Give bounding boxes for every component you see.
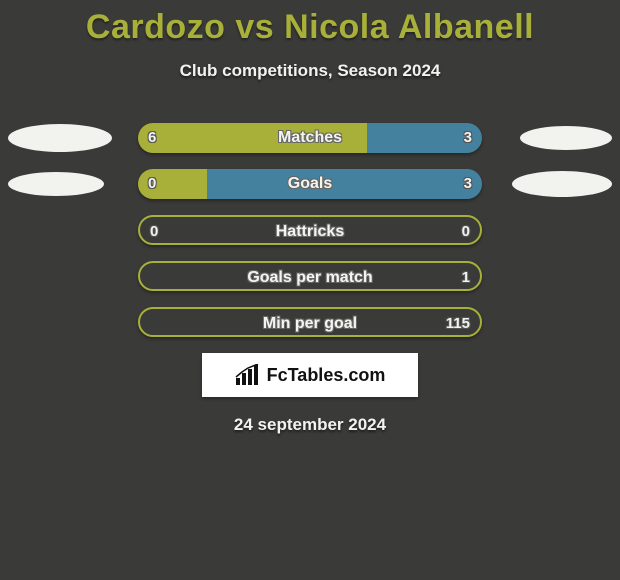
stat-bar-right xyxy=(207,169,482,199)
stat-value-right: 3 xyxy=(454,169,482,199)
stat-bar-track: 03Goals xyxy=(138,169,482,199)
stat-value-left xyxy=(140,263,160,291)
stat-label: Goals per match xyxy=(140,263,480,291)
magnitude-ellipse-right xyxy=(520,126,612,150)
chart-bars-icon xyxy=(235,364,261,386)
stat-row: 0 0Hattricks xyxy=(0,215,620,245)
page-title: Cardozo vs Nicola Albanell xyxy=(0,0,620,47)
stat-row: 115Min per goal xyxy=(0,307,620,337)
source-badge: FcTables.com xyxy=(202,353,418,397)
stat-value-left: 0 xyxy=(138,169,166,199)
comparison-chart: 63Matches03Goals00Hattricks1Goals per ma… xyxy=(0,123,620,337)
stat-value-right: 0 xyxy=(452,217,480,245)
stat-label: Min per goal xyxy=(140,309,480,337)
stat-row: 1Goals per match xyxy=(0,261,620,291)
footer-date: 24 september 2024 xyxy=(0,397,620,435)
stat-row: 03Goals xyxy=(0,169,620,199)
stat-bar-left xyxy=(138,123,367,153)
stat-value-left xyxy=(140,309,160,337)
stat-value-left: 6 xyxy=(138,123,166,153)
stat-label: Hattricks xyxy=(140,217,480,245)
page-subtitle: Club competitions, Season 2024 xyxy=(0,47,620,81)
stat-bar-track: 0 0Hattricks xyxy=(138,215,482,245)
source-badge-text: FcTables.com xyxy=(267,365,386,386)
stat-bar-track: 63Matches xyxy=(138,123,482,153)
stat-value-right: 115 xyxy=(436,309,480,337)
magnitude-ellipse-left xyxy=(8,172,104,196)
stat-value-left: 0 xyxy=(140,217,168,245)
stat-value-right: 1 xyxy=(452,263,480,291)
stat-row: 63Matches xyxy=(0,123,620,153)
page: Cardozo vs Nicola Albanell Club competit… xyxy=(0,0,620,580)
magnitude-ellipse-right xyxy=(512,171,612,197)
stat-bar-track: 115Min per goal xyxy=(138,307,482,337)
magnitude-ellipse-left xyxy=(8,124,112,152)
stat-value-right: 3 xyxy=(454,123,482,153)
stat-bar-track: 1Goals per match xyxy=(138,261,482,291)
